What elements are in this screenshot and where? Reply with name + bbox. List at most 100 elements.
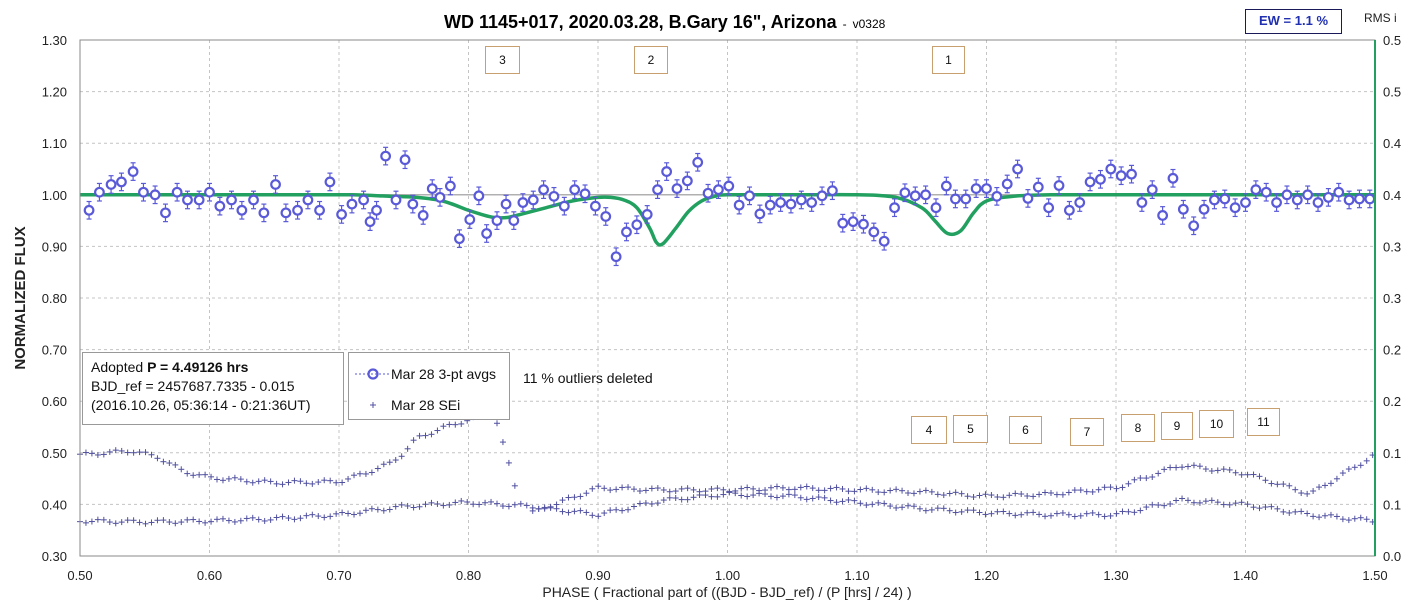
sei-point bbox=[184, 516, 191, 523]
point-marker bbox=[500, 198, 512, 210]
sei-point bbox=[1149, 501, 1156, 508]
point-marker bbox=[899, 187, 911, 199]
x-tick-label: 0.80 bbox=[456, 568, 481, 583]
sei-point bbox=[398, 453, 405, 460]
data-point bbox=[314, 200, 325, 220]
dip-label-4: 4 bbox=[911, 416, 947, 444]
data-point bbox=[1209, 190, 1220, 210]
point-marker bbox=[292, 204, 303, 216]
point-marker bbox=[171, 186, 183, 198]
model-curve bbox=[79, 192, 1375, 247]
data-point bbox=[1219, 189, 1231, 209]
sei-series bbox=[77, 412, 1376, 527]
sei-point bbox=[1012, 490, 1019, 497]
point-marker bbox=[417, 210, 429, 221]
sei-point bbox=[261, 517, 268, 524]
y2-tick-label: 0.2 bbox=[1383, 343, 1401, 358]
sei-point bbox=[166, 519, 173, 526]
point-marker bbox=[1260, 186, 1272, 198]
sei-point bbox=[178, 519, 185, 526]
sei-point bbox=[124, 517, 131, 524]
sei-point bbox=[732, 487, 739, 494]
sei-point bbox=[571, 494, 578, 501]
dip-label-5: 5 bbox=[953, 415, 988, 443]
point-marker bbox=[226, 194, 237, 206]
sei-point bbox=[1149, 474, 1156, 481]
x-tick-label: 0.60 bbox=[197, 568, 222, 583]
sei-point bbox=[1131, 509, 1138, 516]
data-point bbox=[1364, 189, 1376, 209]
x-tick-label: 1.00 bbox=[715, 568, 740, 583]
data-point bbox=[371, 200, 382, 220]
point-marker bbox=[940, 180, 952, 192]
sei-point bbox=[773, 483, 780, 490]
sei-point bbox=[130, 517, 137, 524]
sei-point bbox=[440, 502, 447, 509]
point-marker bbox=[930, 202, 942, 214]
sei-point bbox=[779, 493, 786, 500]
data-point bbox=[116, 172, 127, 192]
sei-point bbox=[1155, 502, 1162, 509]
sei-point bbox=[386, 459, 393, 466]
point-marker bbox=[858, 218, 869, 230]
point-marker bbox=[517, 197, 529, 208]
y-tick-label: 0.60 bbox=[42, 394, 67, 409]
sei-point bbox=[333, 510, 340, 517]
sei-point bbox=[922, 507, 929, 514]
ew-badge: EW = 1.1 % bbox=[1245, 9, 1342, 34]
sei-point bbox=[1125, 508, 1132, 515]
sei-point bbox=[1298, 490, 1305, 497]
data-point bbox=[754, 204, 766, 224]
sei-point bbox=[511, 501, 518, 508]
data-point bbox=[491, 211, 503, 230]
sei-point bbox=[571, 508, 578, 515]
sei-point bbox=[1202, 498, 1209, 505]
y2-tick-label: 0.5 bbox=[1383, 33, 1401, 48]
data-point bbox=[868, 222, 880, 242]
data-point bbox=[652, 180, 663, 200]
point-marker bbox=[94, 186, 105, 198]
sei-point bbox=[1030, 493, 1037, 500]
sei-point bbox=[887, 487, 894, 494]
sei-point bbox=[815, 487, 822, 494]
sei-point bbox=[136, 449, 143, 456]
point-marker bbox=[481, 228, 493, 239]
point-marker bbox=[744, 190, 755, 202]
sei-point bbox=[887, 503, 894, 510]
sei-point bbox=[1137, 475, 1144, 482]
sei-point bbox=[678, 485, 685, 492]
sei-point bbox=[1107, 512, 1114, 519]
point-marker bbox=[1229, 202, 1241, 214]
data-point bbox=[214, 196, 226, 216]
data-point bbox=[621, 222, 632, 242]
point-marker bbox=[538, 184, 550, 196]
sei-point bbox=[1274, 505, 1281, 512]
sei-point bbox=[410, 504, 417, 511]
sei-point bbox=[905, 489, 912, 496]
dip-label-10: 10 bbox=[1199, 410, 1234, 438]
point-marker bbox=[236, 204, 248, 216]
sei-point bbox=[249, 514, 256, 521]
sei-point bbox=[321, 514, 328, 521]
data-point bbox=[500, 194, 512, 214]
sei-point bbox=[1053, 491, 1060, 498]
sei-point bbox=[541, 505, 548, 512]
point-marker bbox=[1043, 202, 1055, 214]
sei-point bbox=[1256, 473, 1263, 480]
circle-marker-icon bbox=[355, 368, 391, 380]
y2-tick-label: 0.3 bbox=[1383, 291, 1401, 306]
sei-point bbox=[666, 488, 673, 495]
data-point bbox=[1291, 190, 1303, 210]
point-marker bbox=[358, 194, 370, 206]
grid bbox=[80, 40, 1375, 556]
data-point bbox=[1229, 198, 1241, 218]
sei-point bbox=[893, 486, 900, 493]
data-point bbox=[538, 180, 550, 200]
sei-point bbox=[1095, 511, 1102, 518]
sei-point bbox=[1238, 471, 1245, 478]
data-point bbox=[631, 215, 643, 235]
sei-point bbox=[1190, 462, 1197, 469]
point-marker bbox=[182, 194, 193, 206]
sei-point bbox=[464, 498, 471, 505]
sei-point bbox=[1000, 508, 1007, 515]
